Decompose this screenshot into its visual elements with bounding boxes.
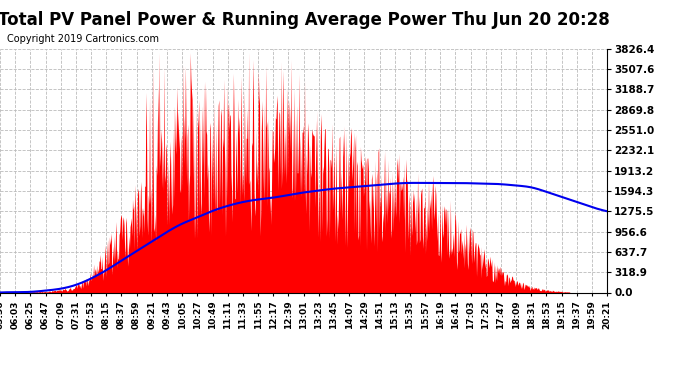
Text: Copyright 2019 Cartronics.com: Copyright 2019 Cartronics.com [7,34,159,44]
Text: Total PV Panel Power & Running Average Power Thu Jun 20 20:28: Total PV Panel Power & Running Average P… [0,11,609,29]
